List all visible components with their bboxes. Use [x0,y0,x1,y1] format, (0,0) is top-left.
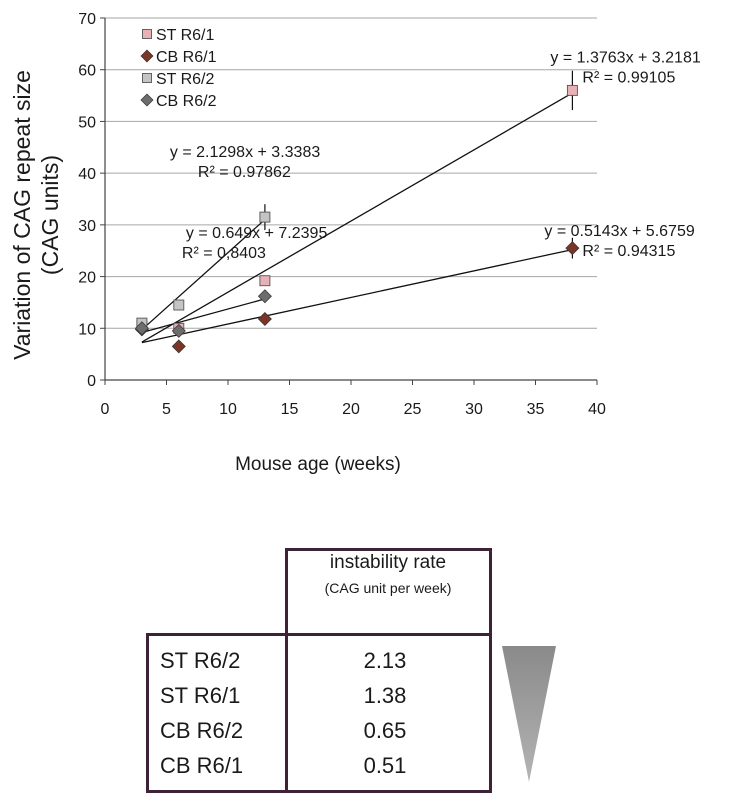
legend-label: CB R6/2 [156,93,217,110]
y-tick-label: 30 [78,218,96,235]
data-point [566,84,578,96]
trend-line [141,298,266,334]
table-border [146,633,149,793]
y-tick-label: 20 [78,270,96,287]
row-label: ST R6/2 [160,648,241,673]
trend-equation: y = 0.649x + 7.2395 [186,225,328,242]
table-border [146,633,492,636]
table-header: instability rate (CAG unit per week) [288,552,488,596]
table-border [146,790,492,793]
data-points [134,84,580,354]
row-value: 0.51 [363,753,407,778]
table-border [489,548,492,793]
trend-equation: y = 1.3763x + 3.2181 [550,49,700,66]
trend-line [141,92,573,343]
table-border [285,548,491,551]
trend-line [141,248,573,344]
legend-label: ST R6/2 [156,71,215,88]
cag-variation-chart: 0 10 20 30 40 50 60 70 0 5 10 15 20 25 30 35 40 y = 1.37… [9,11,701,475]
trend-equation: y = 0.5143x + 5.6759 [544,223,694,240]
row-label: CB R6/1 [160,753,244,778]
x-tick-label: 5 [162,401,171,418]
data-point [259,211,271,223]
trend-r-squared: R² = 0.97862 [198,164,291,181]
data-point [171,323,186,338]
data-point [257,311,272,326]
data-point [259,275,271,287]
data-point [173,299,185,311]
trend-equation: y = 2.1298x + 3.3383 [170,144,320,161]
decreasing-triangle-icon [502,646,556,782]
header-title: instability rate [329,552,447,573]
data-point [134,321,149,336]
y-tick-label: 10 [78,321,96,338]
trend-equations: y = 1.3763x + 3.2181 R² = 0.99105 y = 0.51… [170,49,701,262]
x-tick-label: 15 [281,401,299,418]
legend-marker [140,49,154,63]
x-tick-label: 0 [101,401,110,418]
x-tick-label: 10 [219,401,237,418]
y-tick-label: 50 [78,114,96,131]
row-value: 2.13 [363,648,407,673]
x-tick-label: 35 [527,401,545,418]
legend: ST R6/1 CB R6/1 ST R6/2 CB R6/2 [140,27,217,110]
x-axis-title: Mouse age (weeks) [235,454,401,475]
y-tick-label: 40 [78,166,96,183]
row-value: 0.65 [363,718,407,743]
y-tick-label: 60 [78,63,96,80]
grid-lines [105,17,597,329]
y-axis-title-line1: Variation of CAG repeat size [9,70,35,360]
trend-line [141,219,266,331]
x-tick-label: 30 [465,401,483,418]
legend-marker [142,73,152,83]
table-border [285,548,288,793]
trend-r-squared: R² = 0.94315 [582,243,675,260]
x-tick-label: 20 [342,401,360,418]
trend-lines [141,92,573,344]
y-axis-title-line2: (CAG units) [37,155,63,275]
legend-label: CB R6/1 [156,49,217,66]
legend-marker [142,29,152,39]
trend-r-squared: R² = 0.99105 [582,69,675,86]
y-tick-label: 0 [87,373,96,390]
data-point [171,339,186,354]
row-label: ST R6/1 [160,683,241,708]
trend-r-squared: R² = 0,8403 [182,245,266,262]
axes [100,17,598,385]
legend-marker [140,93,154,107]
tick-labels: 0 10 20 30 40 50 60 70 0 5 10 15 20 25 30 35 40 [78,11,606,418]
data-point [257,289,272,304]
data-point [565,241,580,256]
legend-label: ST R6/1 [156,27,215,44]
x-tick-label: 40 [588,401,606,418]
row-label: CB R6/2 [160,718,244,743]
row-value: 1.38 [363,683,407,708]
header-subtitle: (CAG unit per week) [324,580,452,596]
y-tick-label: 70 [78,11,96,28]
x-tick-label: 25 [404,401,422,418]
